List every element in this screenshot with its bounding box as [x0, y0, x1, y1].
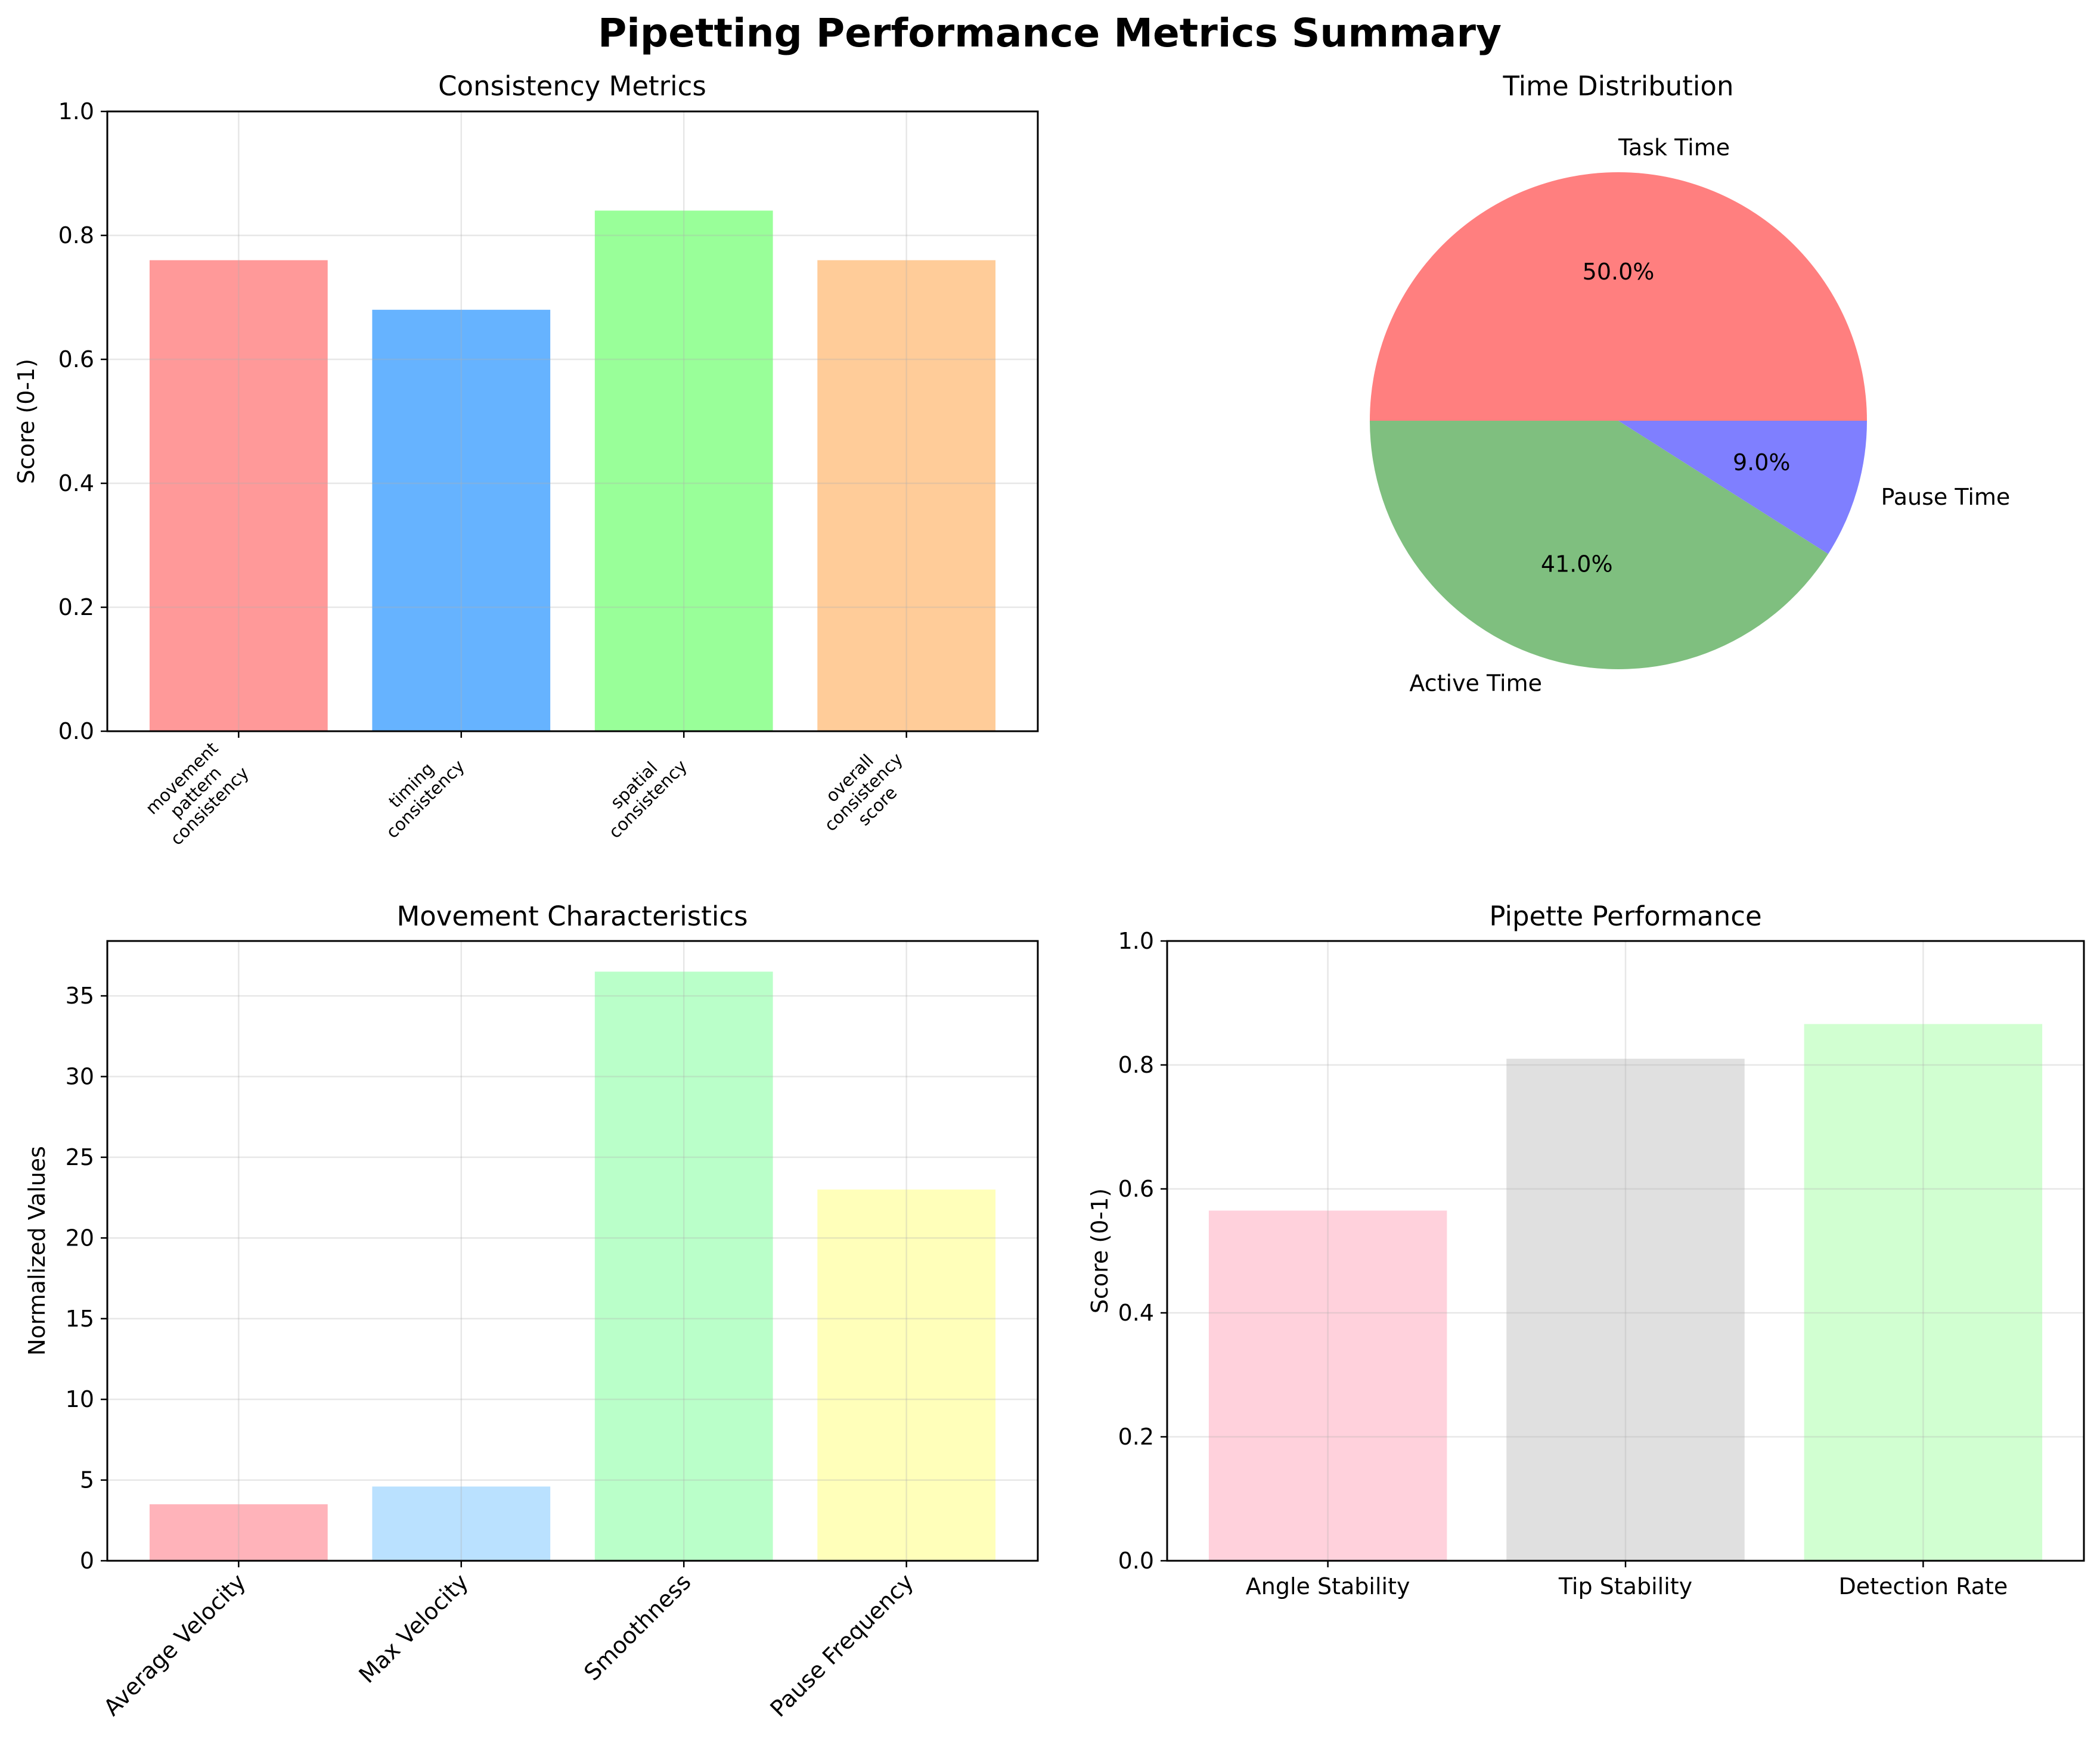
- movement-bar-3: [817, 1189, 996, 1561]
- movement-y-axis-label: Normalized Values: [24, 1146, 50, 1356]
- consistency-metrics-chart: 0.00.20.40.60.81.0movementpatternconsist…: [13, 70, 1039, 849]
- consistency-bar-2: [594, 210, 773, 731]
- movement-ytick-label-6: 30: [66, 1064, 94, 1090]
- movement-ytick-label-5: 25: [66, 1144, 94, 1170]
- pipette-ytick-label-0: 0.0: [1118, 1548, 1154, 1574]
- consistency-ytick-label-5: 1.0: [58, 98, 94, 125]
- pipette-y-axis-label: Score (0-1): [1087, 1188, 1113, 1313]
- movement-bar-0: [149, 1504, 328, 1561]
- pipette-ytick-label-5: 1.0: [1118, 928, 1154, 954]
- movement-chart-title: Movement Characteristics: [396, 900, 747, 932]
- consistency-ytick-label-0: 0.0: [58, 718, 94, 744]
- pipette-ytick-label-4: 0.8: [1118, 1052, 1154, 1078]
- time-slice-label-1: Active Time: [1409, 670, 1542, 696]
- movement-ytick-label-0: 0: [80, 1548, 94, 1574]
- pipette-bar-1: [1506, 1058, 1745, 1561]
- time-slice-label-0: Task Time: [1618, 134, 1730, 160]
- consistency-ytick-label-1: 0.2: [58, 594, 94, 620]
- consistency-ytick-label-2: 0.4: [58, 470, 94, 496]
- consistency-y-axis-label: Score (0-1): [13, 359, 39, 484]
- consistency-bar-0: [149, 260, 328, 732]
- movement-ytick-label-3: 15: [66, 1306, 94, 1332]
- consistency-axes-frame: [106, 110, 1039, 732]
- time-slice-label-2: Pause Time: [1881, 484, 2010, 510]
- movement-ytick-label-2: 10: [66, 1386, 94, 1412]
- movement-ytick-label-4: 20: [66, 1225, 94, 1251]
- consistency-chart-title: Consistency Metrics: [438, 70, 706, 102]
- pipette-ytick-label-1: 0.2: [1118, 1424, 1154, 1450]
- time-distribution-chart: Task Time 50.0% Active Time 41.0% Pause Time…: [1370, 70, 2010, 696]
- time-slice-0: [1370, 172, 1867, 421]
- pipette-xtick-label-1: Tip Stability: [1558, 1573, 1692, 1600]
- time-slice-1: [1370, 421, 1829, 669]
- pipette-chart-title: Pipette Performance: [1489, 900, 1761, 932]
- time-slice-2: [1618, 421, 1867, 554]
- movement-ytick-label-7: 35: [66, 983, 94, 1009]
- pipette-ytick-label-2: 0.4: [1118, 1300, 1154, 1326]
- movement-axes-frame: [106, 940, 1039, 1562]
- consistency-ytick-label-3: 0.6: [58, 346, 94, 372]
- pipette-bar-2: [1804, 1024, 2043, 1561]
- figure-title: Pipetting Performance Metrics Summary: [598, 10, 1502, 56]
- movement-bar-1: [372, 1486, 551, 1561]
- consistency-bar-3: [817, 260, 996, 732]
- movement-ytick-label-1: 5: [80, 1467, 94, 1493]
- time-slice-pct-1: 41.0%: [1541, 551, 1613, 577]
- pipette-bar-0: [1208, 1210, 1447, 1561]
- pipette-xtick-label-2: Detection Rate: [1838, 1573, 2008, 1600]
- consistency-bar-1: [372, 309, 551, 731]
- consistency-ytick-label-4: 0.8: [58, 222, 94, 249]
- pipette-performance-chart: 0.0 0.2 0.4 0.6 0.8 1.0 Angle Stability Tip Sta…: [1087, 900, 2085, 1600]
- time-slice-pct-2: 9.0%: [1733, 449, 1791, 476]
- movement-bar-2: [594, 971, 773, 1561]
- time-chart-title: Time Distribution: [1503, 70, 1734, 102]
- pipette-ytick-label-3: 0.6: [1118, 1176, 1154, 1202]
- pipette-xtick-label-0: Angle Stability: [1246, 1573, 1410, 1600]
- time-slice-pct-0: 50.0%: [1583, 259, 1655, 285]
